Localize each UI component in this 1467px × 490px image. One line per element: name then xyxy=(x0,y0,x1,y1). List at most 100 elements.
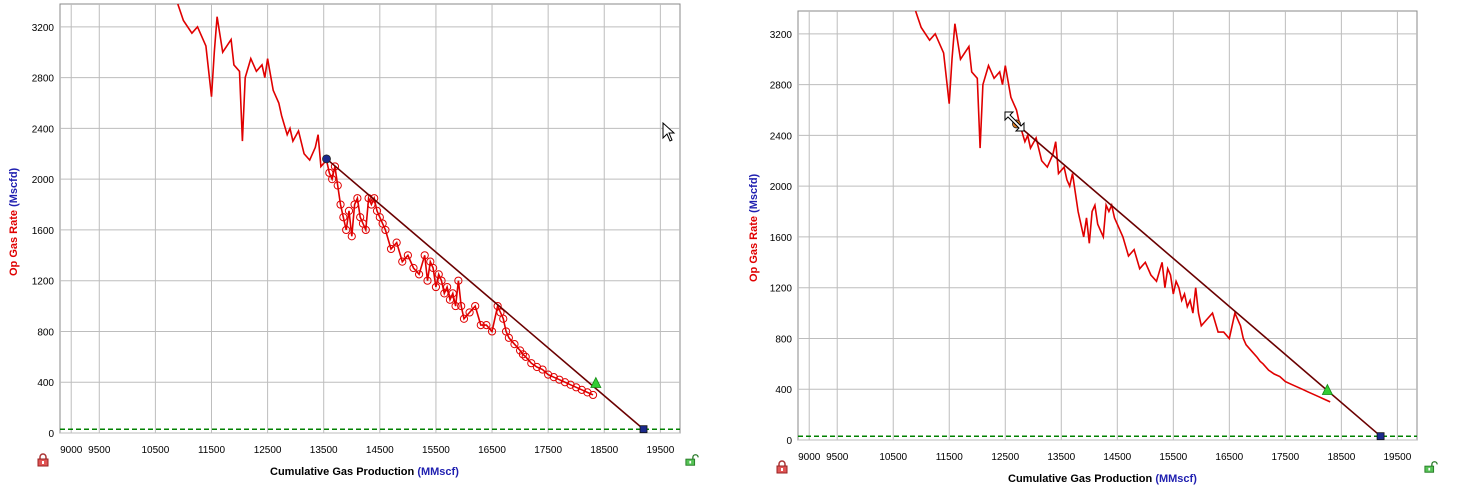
x-tick-label: 16500 xyxy=(478,445,506,456)
x-tick-label: 17500 xyxy=(1271,452,1299,463)
y-tick-label: 2000 xyxy=(770,182,793,193)
chart-panel-right: 9000 9500 10500 11500 12500 13500 14500 15500 16… xyxy=(735,0,1467,490)
y-tick-label: 1600 xyxy=(32,226,55,237)
x-tick-label: 17500 xyxy=(534,445,562,456)
x-axis-title-right: Cumulative Gas Production (MMscf) xyxy=(1008,473,1197,485)
x-tick-label: 16500 xyxy=(1215,452,1243,463)
selected-data-point xyxy=(560,378,570,387)
selected-data-point xyxy=(457,301,466,311)
gas-rate-series-line xyxy=(914,10,1331,403)
selected-data-point xyxy=(471,301,480,311)
decline-chart-left[interactable]: 9000 9500 10500 11500 12500 13500 14500 15500 16… xyxy=(0,0,720,490)
selected-data-point xyxy=(437,276,446,285)
y-tick-label: 400 xyxy=(775,385,792,396)
selected-data-point xyxy=(583,388,592,397)
mouse-pointer-icon xyxy=(662,122,676,142)
x-tick-label: 12500 xyxy=(991,452,1019,463)
x-tick-label: 19500 xyxy=(646,445,674,456)
selected-data-point xyxy=(333,181,342,190)
x-axis-title-left: Cumulative Gas Production (MMscf) xyxy=(270,466,459,478)
selected-data-point xyxy=(476,321,485,330)
selected-data-point xyxy=(381,225,390,235)
x-axis-unit-left: (MMscf) xyxy=(417,466,459,478)
selected-data-point xyxy=(370,194,379,203)
selected-data-point xyxy=(454,276,463,285)
x-tick-label: 19500 xyxy=(1383,452,1411,463)
selected-data-point xyxy=(451,301,460,311)
y-tick-label: 400 xyxy=(37,378,54,389)
selected-data-point xyxy=(386,244,396,254)
gas-rate-series-line xyxy=(177,3,594,396)
selected-data-point xyxy=(339,213,348,222)
y-axis-unit-left: (Mscfd) xyxy=(8,167,20,207)
lock-closed-icon[interactable] xyxy=(36,453,50,467)
selected-data-point xyxy=(420,251,429,260)
selected-data-point xyxy=(403,251,412,260)
selected-data-point xyxy=(414,270,424,279)
x-tick-label: 15500 xyxy=(422,445,450,456)
y-axis-title-text-left: Op Gas Rate xyxy=(8,209,20,276)
move-handle-icon[interactable] xyxy=(1003,110,1025,132)
x-tick-label: 9000 xyxy=(60,445,83,456)
selected-data-point xyxy=(544,370,553,379)
decline-fit-line xyxy=(1015,123,1382,437)
forecast-marker xyxy=(590,376,602,388)
selected-data-point xyxy=(448,289,457,298)
x-tick-label: 9500 xyxy=(826,452,849,463)
y-tick-label: 2800 xyxy=(770,81,793,92)
y-tick-label: 1600 xyxy=(770,233,793,244)
y-tick-label: 0 xyxy=(48,429,54,440)
selected-data-point xyxy=(482,321,491,330)
decline-fit-line xyxy=(325,158,645,430)
x-tick-label: 10500 xyxy=(879,452,907,463)
selected-data-point xyxy=(347,232,356,241)
fit-start-marker xyxy=(322,154,331,164)
x-axis-title-text-right: Cumulative Gas Production xyxy=(1008,473,1153,485)
y-axis-unit-right: (Mscfd) xyxy=(748,173,760,213)
x-tick-label: 11500 xyxy=(936,452,964,463)
selected-data-point xyxy=(577,385,586,394)
lock-open-icon[interactable] xyxy=(685,453,699,467)
y-tick-label: 3200 xyxy=(32,23,55,34)
selected-data-point xyxy=(336,200,345,209)
selected-data-point xyxy=(353,194,362,203)
y-tick-label: 2400 xyxy=(770,131,793,142)
selected-data-point xyxy=(361,225,370,235)
selected-data-point xyxy=(429,263,438,273)
y-tick-label: 1200 xyxy=(770,284,793,295)
selected-data-point xyxy=(532,362,542,372)
selected-data-point xyxy=(588,390,598,400)
selected-data-point xyxy=(555,375,564,384)
selected-data-point xyxy=(510,340,519,349)
selected-data-point xyxy=(465,308,474,317)
x-tick-label: 13500 xyxy=(1047,452,1075,463)
selected-data-point xyxy=(443,282,452,292)
decline-chart-right[interactable]: 9000 9500 10500 11500 12500 13500 14500 15500 16… xyxy=(735,0,1467,490)
selected-data-point xyxy=(566,380,575,389)
y-tick-label: 2400 xyxy=(32,124,55,135)
selected-data-point xyxy=(398,257,407,266)
selected-data-point xyxy=(572,383,581,392)
x-tick-label: 18500 xyxy=(590,445,618,456)
selected-data-point xyxy=(330,162,340,171)
x-tick-label: 14500 xyxy=(1103,452,1131,463)
x-tick-label: 9000 xyxy=(798,452,821,463)
x-axis-title-text-left: Cumulative Gas Production xyxy=(270,466,415,478)
lock-open-icon[interactable] xyxy=(1424,460,1438,474)
x-tick-label: 11500 xyxy=(198,445,226,456)
y-tick-label: 2800 xyxy=(32,74,55,85)
forecast-marker xyxy=(1321,383,1334,395)
selected-data-point xyxy=(342,225,351,235)
lock-closed-icon[interactable] xyxy=(775,460,789,474)
selected-data-point xyxy=(538,365,547,374)
x-tick-label: 9500 xyxy=(88,445,111,456)
y-tick-label: 0 xyxy=(786,436,792,447)
selected-data-point xyxy=(504,333,513,342)
y-tick-label: 1200 xyxy=(32,277,55,288)
selected-data-point xyxy=(499,314,508,323)
y-tick-label: 2000 xyxy=(32,175,55,186)
y-tick-label: 3200 xyxy=(770,30,793,41)
selected-data-point xyxy=(487,327,497,336)
x-tick-label: 18500 xyxy=(1327,452,1355,463)
y-tick-label: 800 xyxy=(775,334,792,345)
